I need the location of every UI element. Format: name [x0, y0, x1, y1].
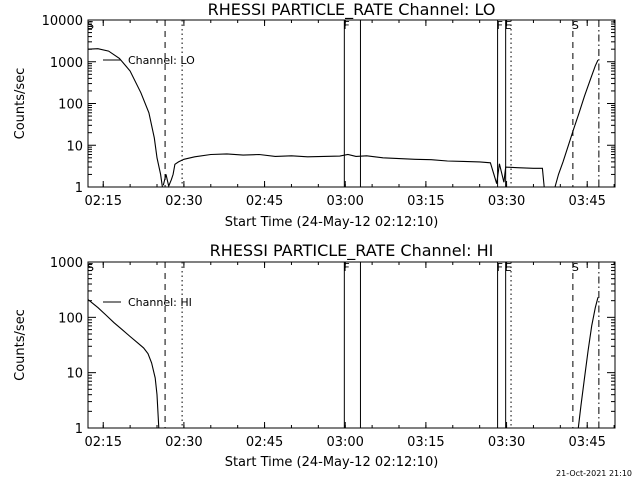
event-marker-label: S	[87, 19, 94, 32]
chart-title: RHESSI PARTICLE_RATE Channel: HI	[210, 241, 494, 261]
plot-frame	[87, 19, 616, 188]
x-tick-label: 03:45	[568, 194, 605, 209]
y-tick-label: 1000	[50, 56, 83, 71]
event-marker-label: S	[572, 19, 579, 32]
series-line	[554, 59, 599, 188]
y-tick-label: 1000	[50, 256, 83, 271]
x-tick-label: 02:15	[85, 435, 122, 450]
plot-timestamp: 21-Oct-2021 21:10	[556, 469, 632, 478]
x-tick-label: 03:45	[568, 435, 605, 450]
legend-label: Channel: HI	[128, 296, 192, 309]
y-tick-label: 10	[66, 139, 83, 154]
y-tick-label: 100	[58, 98, 83, 113]
series-line	[87, 48, 163, 188]
x-tick-label: 03:00	[326, 194, 363, 209]
x-tick-label: 03:30	[488, 194, 525, 209]
event-marker-label: E	[505, 19, 512, 32]
legend-label: Channel: LO	[128, 54, 195, 67]
plot-frame	[87, 261, 616, 429]
event-marker-label: F	[343, 19, 349, 32]
x-axis-label: Start Time (24-May-12 02:12:10)	[225, 455, 439, 470]
y-tick-label: 1	[75, 422, 83, 437]
x-tick-label: 02:30	[165, 194, 202, 209]
x-tick-label: 02:45	[246, 194, 283, 209]
y-tick-label: 10000	[42, 14, 83, 29]
chart-title: RHESSI PARTICLE_RATE Channel: LO	[208, 0, 496, 20]
series-line	[87, 299, 160, 429]
y-axis-label: Counts/sec	[13, 68, 28, 140]
x-tick-label: 02:30	[165, 435, 202, 450]
x-tick-label: 03:15	[407, 194, 444, 209]
panel-lo: RHESSI PARTICLE_RATE Channel: LO 02:15 02:…	[13, 0, 616, 230]
x-tick-label: 02:45	[246, 435, 283, 450]
event-marker-label: F	[497, 261, 503, 274]
event-marker-label: S	[87, 261, 94, 274]
y-tick-label: 1	[75, 181, 83, 196]
y-tick-label: 10	[66, 367, 83, 382]
x-tick-label: 03:00	[326, 435, 363, 450]
x-tick-label: 02:15	[85, 194, 122, 209]
series-line	[577, 297, 599, 429]
x-tick-label: 03:30	[488, 435, 525, 450]
y-tick-label: 100	[58, 311, 83, 326]
series-line	[162, 153, 545, 188]
x-tick-label: 03:15	[407, 435, 444, 450]
event-marker-label: E	[505, 261, 512, 274]
x-axis-label: Start Time (24-May-12 02:12:10)	[225, 215, 439, 230]
y-axis-label: Counts/sec	[13, 309, 28, 381]
event-marker-label: F	[343, 261, 349, 274]
panel-hi: RHESSI PARTICLE_RATE Channel: HI 02:15 02:…	[13, 241, 616, 470]
event-marker-label: S	[572, 261, 579, 274]
event-marker-label: F	[497, 19, 503, 32]
